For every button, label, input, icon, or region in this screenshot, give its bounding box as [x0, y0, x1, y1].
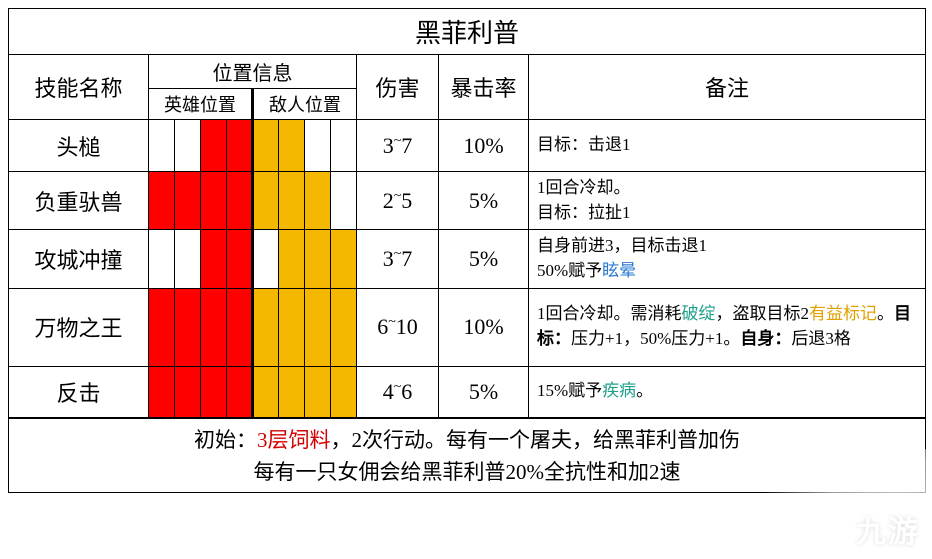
enemy-pos-cell: [305, 366, 331, 418]
table-row: 负重驮兽 2~55%1回合冷却。目标：拉扯1: [9, 172, 926, 230]
header-position: 位置信息: [149, 55, 357, 89]
enemy-pos-cell: [331, 366, 357, 418]
enemy-pos-cell: [305, 230, 331, 288]
hero-pos-cell: [175, 120, 201, 172]
hero-pos-cell: [175, 288, 201, 366]
header-note: 备注: [529, 55, 926, 120]
hero-pos-cell: [201, 172, 227, 230]
table-row: 万物之王 6~1010%1回合冷却。需消耗破绽，盗取目标2有益标记。目标：压力+1…: [9, 288, 926, 366]
hero-pos-cell: [175, 230, 201, 288]
hero-pos-cell: [149, 288, 175, 366]
table-row: 攻城冲撞 3~75%自身前进3，目标击退150%赋予眩晕: [9, 230, 926, 288]
hero-pos-cell: [227, 172, 253, 230]
header-crit: 暴击率: [439, 55, 529, 120]
skill-name-cell: 攻城冲撞: [9, 230, 149, 288]
footer-text: 初始：3层饲料，2次行动。每有一个屠夫，给黑菲利普加伤每有一只女佣会给黑菲利普2…: [9, 418, 926, 493]
enemy-pos-cell: [305, 288, 331, 366]
hero-pos-cell: [149, 366, 175, 418]
table-row: 头槌 3~710%目标：击退1: [9, 120, 926, 172]
hero-pos-cell: [175, 172, 201, 230]
header-hero-pos: 英雄位置: [149, 89, 253, 120]
note-cell: 1回合冷却。目标：拉扯1: [529, 172, 926, 230]
skill-name-cell: 反击: [9, 366, 149, 418]
enemy-pos-cell: [279, 366, 305, 418]
damage-cell: 2~5: [357, 172, 439, 230]
header-skill: 技能名称: [9, 55, 149, 120]
hero-pos-cell: [227, 230, 253, 288]
enemy-pos-cell: [279, 230, 305, 288]
watermark-icon: [778, 505, 822, 549]
hero-pos-cell: [201, 366, 227, 418]
damage-cell: 3~7: [357, 120, 439, 172]
skill-name-cell: 负重驮兽: [9, 172, 149, 230]
skill-table: 黑菲利普 技能名称 位置信息 伤害 暴击率 备注 英雄位置 敌人位置 头槌 3~7…: [8, 8, 926, 493]
enemy-pos-cell: [253, 230, 279, 288]
skill-name-cell: 头槌: [9, 120, 149, 172]
hero-pos-cell: [227, 120, 253, 172]
hero-pos-cell: [201, 120, 227, 172]
table-row: 反击 4~65%15%赋予疾病。: [9, 366, 926, 418]
enemy-pos-cell: [279, 172, 305, 230]
hero-pos-cell: [201, 230, 227, 288]
hero-pos-cell: [175, 366, 201, 418]
enemy-pos-cell: [331, 288, 357, 366]
crit-cell: 5%: [439, 366, 529, 418]
enemy-pos-cell: [331, 172, 357, 230]
damage-cell: 6~10: [357, 288, 439, 366]
hero-pos-cell: [227, 366, 253, 418]
damage-cell: 3~7: [357, 230, 439, 288]
crit-cell: 5%: [439, 230, 529, 288]
hero-pos-cell: [149, 230, 175, 288]
crit-cell: 10%: [439, 288, 529, 366]
skill-name-cell: 万物之王: [9, 288, 149, 366]
enemy-pos-cell: [253, 120, 279, 172]
watermark-text: 九游: [856, 507, 920, 551]
enemy-pos-cell: [331, 230, 357, 288]
crit-cell: 10%: [439, 120, 529, 172]
enemy-pos-cell: [279, 288, 305, 366]
enemy-pos-cell: [253, 172, 279, 230]
hero-pos-cell: [201, 288, 227, 366]
note-cell: 目标：击退1: [529, 120, 926, 172]
header-damage: 伤害: [357, 55, 439, 120]
header-enemy-pos: 敌人位置: [253, 89, 357, 120]
hero-pos-cell: [227, 288, 253, 366]
enemy-pos-cell: [279, 120, 305, 172]
enemy-pos-cell: [305, 172, 331, 230]
note-cell: 自身前进3，目标击退150%赋予眩晕: [529, 230, 926, 288]
note-cell: 1回合冷却。需消耗破绽，盗取目标2有益标记。目标：压力+1，50%压力+1。自身…: [529, 288, 926, 366]
crit-cell: 5%: [439, 172, 529, 230]
hero-pos-cell: [149, 120, 175, 172]
enemy-pos-cell: [253, 288, 279, 366]
hero-pos-cell: [149, 172, 175, 230]
damage-cell: 4~6: [357, 366, 439, 418]
enemy-pos-cell: [253, 366, 279, 418]
page-title: 黑菲利普: [9, 9, 926, 55]
enemy-pos-cell: [305, 120, 331, 172]
enemy-pos-cell: [331, 120, 357, 172]
note-cell: 15%赋予疾病。: [529, 366, 926, 418]
